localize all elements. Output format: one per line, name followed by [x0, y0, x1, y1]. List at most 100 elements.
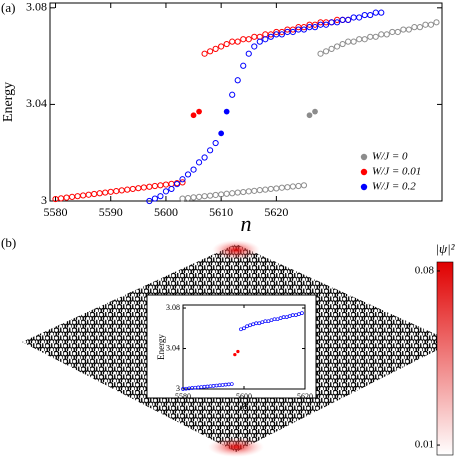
point: [345, 16, 352, 24]
point: [91, 190, 98, 198]
point: [328, 19, 335, 26]
x-tick-label: 5580: [44, 205, 68, 219]
point: [317, 50, 324, 57]
point: [201, 193, 208, 200]
point: [333, 43, 341, 50]
point: [411, 24, 418, 31]
point: [372, 33, 379, 40]
x-tick-label: 5600: [236, 392, 252, 401]
point: [275, 317, 280, 322]
y-tick-label: 3: [41, 193, 47, 207]
point: [179, 179, 186, 186]
point: [207, 147, 214, 154]
point: [151, 195, 159, 202]
point: [267, 33, 274, 40]
point: [339, 16, 346, 24]
x-axis-label: n: [241, 397, 248, 412]
point: [212, 45, 219, 52]
point: [239, 327, 243, 332]
point: [328, 45, 335, 52]
edge-point: [312, 108, 318, 115]
point: [267, 185, 274, 193]
point: [251, 322, 255, 327]
point: [184, 171, 192, 178]
point: [284, 184, 291, 191]
legend-label: W/J = 0: [372, 151, 408, 163]
point: [262, 186, 269, 193]
panel-label: (b): [1, 235, 16, 250]
inset-box: [146, 294, 317, 399]
point: [273, 185, 280, 192]
edge-density-top: [212, 240, 260, 260]
legend-marker: [360, 168, 368, 176]
point: [201, 154, 208, 161]
point: [260, 320, 265, 325]
legend-marker: [360, 183, 368, 191]
point: [96, 190, 103, 197]
point: [269, 318, 274, 323]
point: [297, 312, 301, 316]
point: [300, 182, 308, 189]
point: [248, 323, 252, 328]
point: [311, 24, 319, 31]
point: [118, 187, 125, 194]
point: [234, 189, 241, 196]
point: [322, 21, 330, 28]
plot-frame: [49, 2, 443, 202]
point: [405, 26, 412, 33]
edge-point: [190, 112, 197, 119]
legend-label: W/J = 0.2: [372, 181, 416, 193]
point: [367, 33, 374, 40]
point: [433, 19, 440, 26]
point: [107, 188, 114, 195]
point: [229, 38, 236, 45]
point: [80, 192, 87, 199]
point: [295, 182, 302, 190]
point: [229, 91, 236, 98]
legend-marker: [360, 153, 368, 161]
point: [422, 21, 429, 28]
y-axis-label: Energy: [1, 82, 16, 122]
point: [223, 190, 230, 197]
point: [63, 194, 70, 201]
y-tick-label: 3.08: [26, 0, 47, 14]
point: [129, 185, 136, 193]
y-tick-label: 3.08: [166, 303, 180, 312]
point: [190, 194, 197, 201]
point: [242, 326, 246, 331]
point: [427, 21, 435, 28]
point: [162, 188, 170, 195]
panel-label: (a): [1, 0, 15, 15]
point: [173, 180, 181, 188]
point: [240, 62, 247, 69]
x-tick-label: 5620: [264, 205, 288, 219]
point: [195, 159, 203, 166]
point: [140, 184, 147, 191]
edge-point: [233, 352, 237, 357]
point: [278, 184, 285, 191]
point: [146, 183, 153, 190]
point: [257, 321, 262, 326]
edge-point: [306, 112, 313, 119]
point: [57, 195, 65, 202]
edge-density-bottom: [208, 437, 264, 457]
point: [179, 195, 186, 202]
point: [416, 24, 424, 31]
x-tick-label: 5590: [99, 205, 123, 219]
point: [378, 31, 385, 38]
y-axis-label: Energy: [156, 334, 166, 360]
point: [284, 315, 289, 319]
point: [372, 9, 379, 16]
x-tick-label: 5610: [209, 205, 233, 219]
colorbar-label: |ψ|²: [435, 241, 455, 256]
colorbar-tick-label: 0.08: [415, 264, 435, 276]
point: [168, 180, 175, 187]
point: [229, 382, 234, 386]
point: [262, 36, 269, 43]
point: [212, 191, 219, 199]
point: [278, 316, 283, 321]
point: [266, 319, 271, 324]
point: [245, 188, 252, 195]
point: [240, 188, 247, 196]
